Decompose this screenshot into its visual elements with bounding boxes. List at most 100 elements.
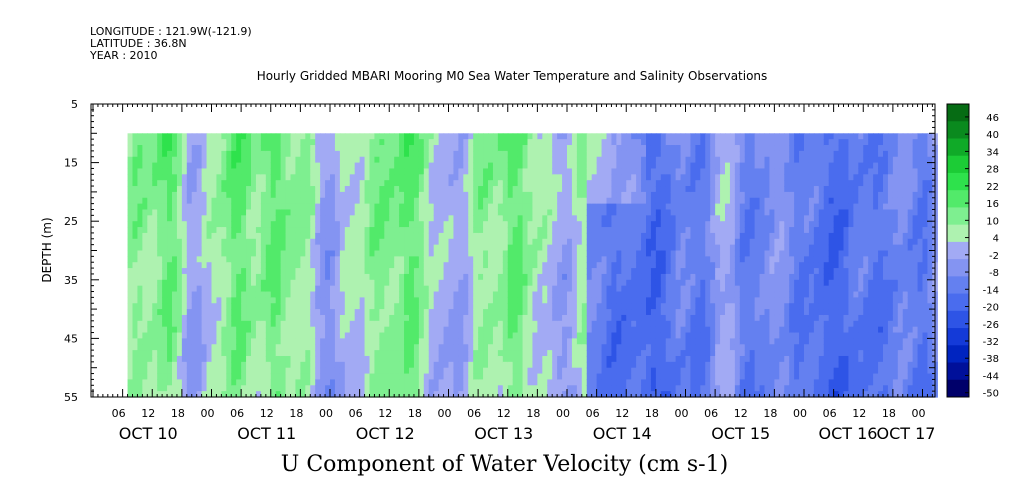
heat-cell bbox=[330, 203, 336, 211]
heat-cell bbox=[586, 256, 593, 263]
heat-cell bbox=[246, 268, 252, 275]
heat-cell bbox=[167, 156, 173, 164]
heat-cell bbox=[394, 162, 400, 170]
heat-cell bbox=[379, 250, 385, 257]
heat-cell bbox=[650, 350, 657, 357]
heat-cell bbox=[157, 350, 163, 357]
heat-cell bbox=[418, 215, 425, 222]
heat-cell bbox=[665, 209, 672, 216]
heat-cell bbox=[305, 309, 311, 316]
heat-cell bbox=[453, 156, 459, 164]
heat-cell bbox=[206, 215, 213, 222]
heat-cell bbox=[601, 273, 608, 281]
heat-cell bbox=[334, 215, 341, 222]
heat-cell bbox=[428, 367, 435, 375]
heat-cell bbox=[290, 162, 297, 170]
heat-cell bbox=[641, 268, 647, 275]
heat-cell bbox=[374, 309, 380, 316]
heat-cell bbox=[502, 320, 509, 328]
heat-cell bbox=[571, 326, 578, 334]
heat-cell bbox=[532, 256, 538, 263]
heat-cell bbox=[522, 238, 529, 246]
heat-cell bbox=[147, 320, 153, 328]
heat-cell bbox=[315, 350, 321, 357]
heat-cell bbox=[325, 221, 331, 228]
heat-cell bbox=[206, 291, 213, 298]
heat-cell bbox=[295, 291, 301, 298]
heat-cell bbox=[399, 238, 405, 246]
heat-cell bbox=[492, 367, 499, 375]
heat-cell bbox=[280, 350, 287, 357]
heat-cell bbox=[265, 361, 272, 369]
heat-cell bbox=[591, 174, 598, 181]
heat-cell bbox=[300, 332, 306, 339]
heat-cell bbox=[157, 150, 163, 158]
heat-cell bbox=[448, 209, 455, 216]
heat-cell bbox=[443, 309, 450, 316]
heat-cell bbox=[142, 186, 148, 193]
heat-cell bbox=[349, 297, 356, 304]
heat-cell bbox=[492, 197, 499, 205]
heat-cell bbox=[557, 238, 563, 246]
heat-cell bbox=[181, 262, 188, 269]
heat-cell bbox=[418, 391, 425, 398]
heat-cell bbox=[537, 162, 543, 170]
heat-cell bbox=[428, 221, 435, 228]
heat-cell bbox=[260, 379, 267, 386]
heat-cell bbox=[547, 297, 553, 304]
heat-cell bbox=[305, 133, 311, 140]
heat-cell bbox=[206, 227, 213, 234]
heat-cell bbox=[191, 174, 198, 181]
heat-cell bbox=[354, 250, 361, 257]
heat-cell bbox=[631, 156, 637, 164]
heat-cell bbox=[478, 297, 484, 304]
heat-cell bbox=[463, 379, 469, 386]
heat-cell bbox=[616, 256, 622, 263]
heat-cell bbox=[641, 361, 647, 369]
heat-cell bbox=[537, 379, 543, 386]
heat-cell bbox=[458, 303, 464, 310]
heat-cell bbox=[290, 344, 297, 351]
heat-cell bbox=[468, 291, 474, 298]
heat-cell bbox=[315, 361, 321, 369]
heat-cell bbox=[315, 303, 321, 310]
heat-cell bbox=[433, 344, 440, 351]
heat-cell bbox=[488, 244, 494, 252]
heat-cell bbox=[270, 209, 277, 216]
heat-cell bbox=[433, 238, 440, 246]
heat-cell bbox=[157, 297, 163, 304]
heat-cell bbox=[404, 168, 410, 175]
heat-cell bbox=[364, 250, 371, 257]
heat-cell bbox=[132, 262, 139, 269]
heat-cell bbox=[547, 232, 553, 240]
heat-cell bbox=[137, 379, 143, 386]
heat-cell bbox=[655, 320, 662, 328]
heat-cell bbox=[270, 203, 277, 211]
heat-cell bbox=[636, 303, 642, 310]
heat-cell bbox=[626, 139, 632, 146]
heat-cell bbox=[650, 145, 657, 152]
heat-cell bbox=[246, 285, 252, 293]
heat-cell bbox=[374, 203, 380, 211]
heat-cell bbox=[571, 162, 578, 170]
heat-cell bbox=[448, 379, 455, 386]
heat-cell bbox=[646, 133, 652, 140]
heat-cell bbox=[586, 285, 593, 293]
heat-cell bbox=[463, 145, 469, 152]
heat-cell bbox=[176, 180, 183, 187]
heat-cell bbox=[655, 367, 662, 375]
heat-cell bbox=[537, 186, 543, 193]
heat-cell bbox=[443, 162, 450, 170]
heat-cell bbox=[369, 379, 376, 386]
heat-cell bbox=[295, 162, 301, 170]
heat-cell bbox=[339, 303, 346, 310]
heat-cell bbox=[665, 268, 672, 275]
heat-cell bbox=[320, 391, 326, 398]
heat-cell bbox=[571, 367, 578, 375]
heat-cell bbox=[409, 332, 415, 339]
heat-cell bbox=[527, 344, 534, 351]
heat-cell bbox=[611, 314, 617, 322]
heat-cell bbox=[359, 203, 366, 211]
heat-cell bbox=[527, 350, 534, 357]
heat-cell bbox=[157, 344, 163, 351]
